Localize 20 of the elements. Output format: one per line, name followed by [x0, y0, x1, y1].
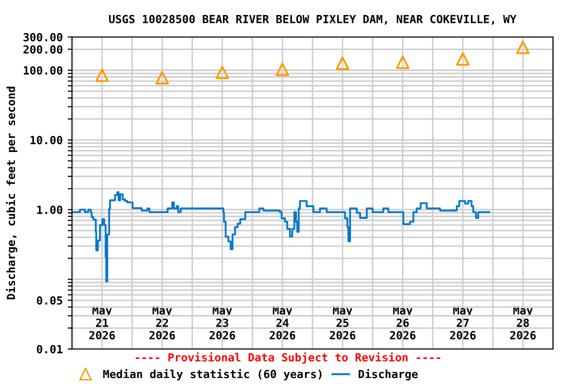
- legend-label: Discharge: [358, 369, 418, 380]
- y-tick-label: 200.00: [23, 45, 62, 54]
- y-tick-label: 300.00: [24, 32, 62, 42]
- point: [276, 62, 290, 76]
- point: [95, 68, 109, 82]
- point: [155, 71, 169, 84]
- point: [216, 66, 230, 80]
- y-tick-label: 0.01: [36, 344, 62, 354]
- y-axis-title: Discharge, cubic feet per second: [6, 86, 18, 300]
- point: [336, 56, 350, 70]
- legend-label: Median daily statistic (60 years): [103, 369, 322, 380]
- y-tick-label: 100.00: [24, 66, 62, 75]
- y-tick-label: 0.05: [36, 296, 62, 305]
- y-tick-label: 10.00: [30, 136, 62, 144]
- point: [396, 56, 410, 70]
- y-tick-label: 1.00: [37, 206, 62, 214]
- point: [516, 40, 530, 54]
- point: [456, 52, 470, 66]
- chart-title: USGS 10028500 BEAR RIVER BELOW PIXLEY DAM, NEAR COKEVILLE, WY: [109, 14, 516, 25]
- text: ---- Provisional Data Subject to Revision ----: [136, 352, 440, 364]
